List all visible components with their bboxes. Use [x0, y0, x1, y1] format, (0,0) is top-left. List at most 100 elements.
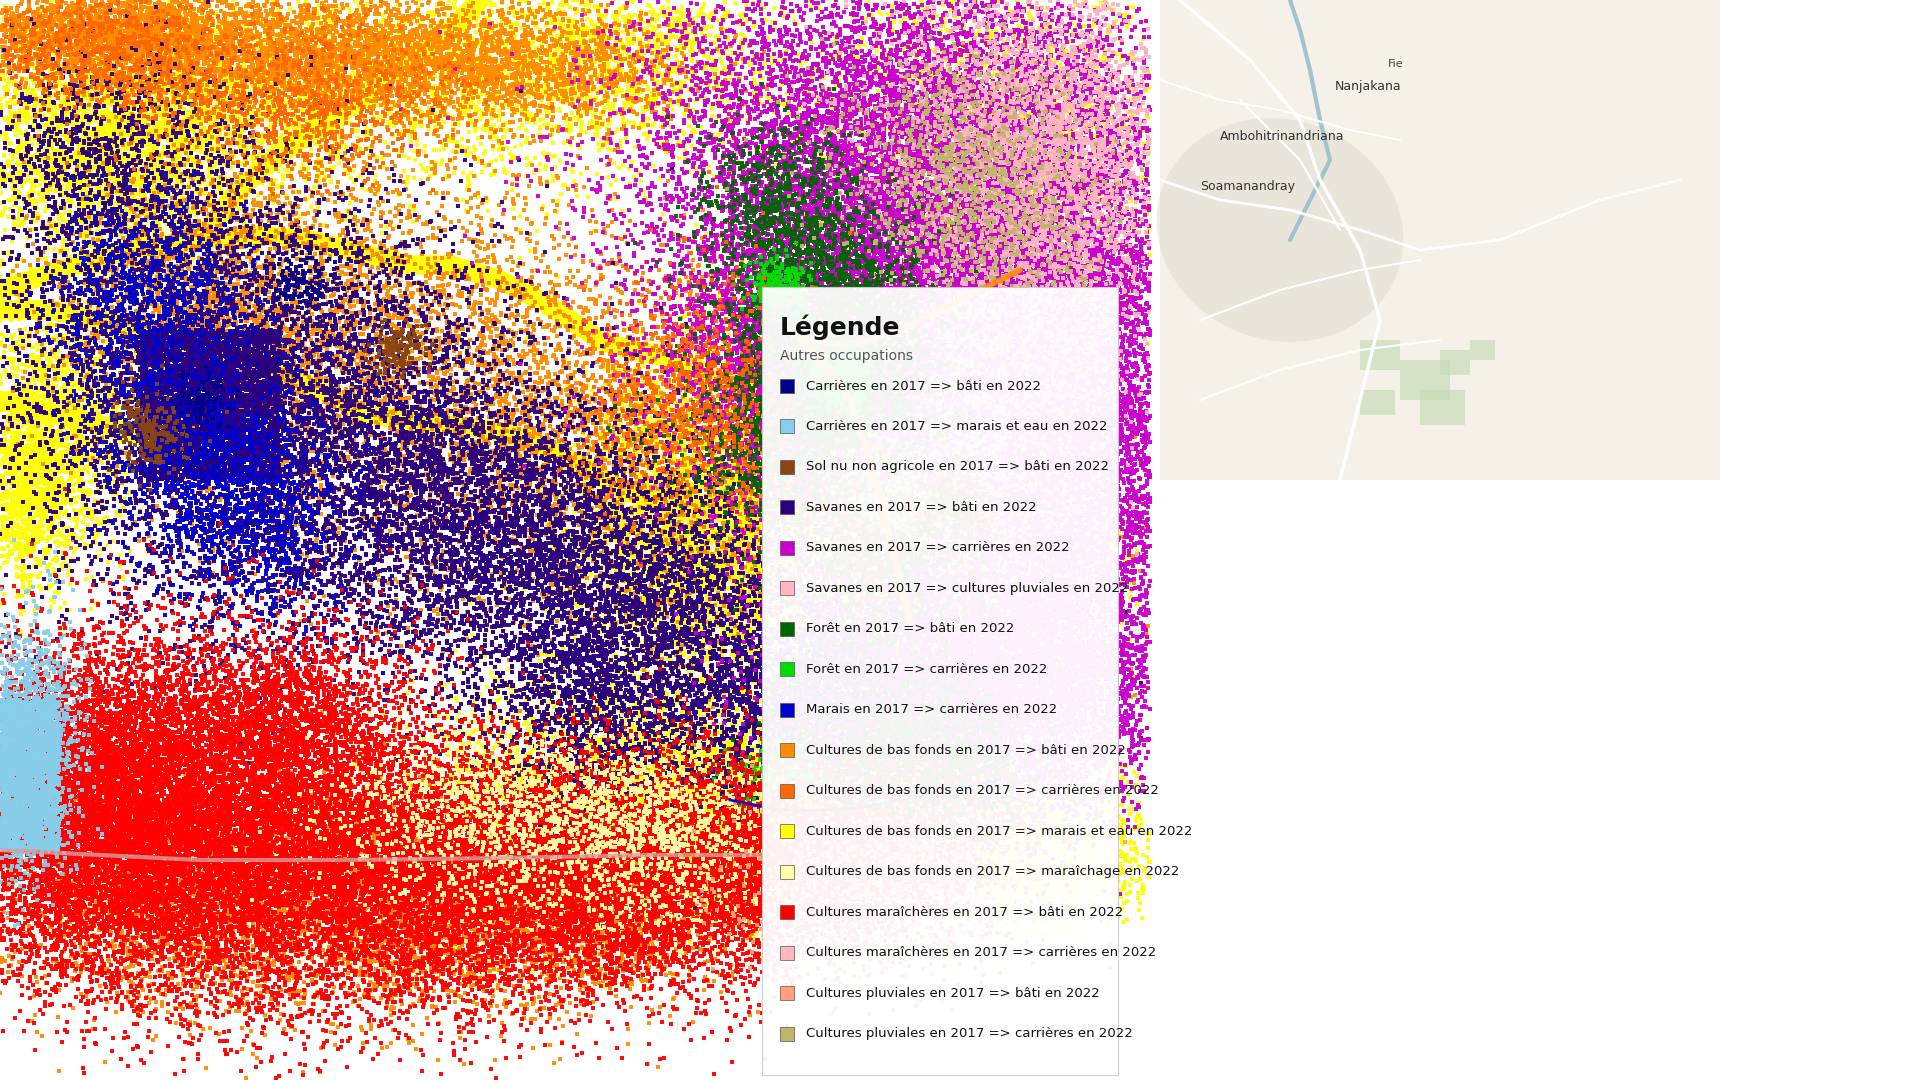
Point	[914, 145, 945, 162]
Point	[499, 25, 530, 42]
Point	[248, 414, 278, 431]
Point	[88, 18, 119, 36]
Point	[13, 42, 44, 59]
Point	[985, 157, 1016, 174]
Point	[144, 841, 175, 859]
Point	[2, 758, 33, 775]
Point	[102, 481, 132, 498]
Point	[701, 618, 732, 635]
Point	[48, 206, 79, 224]
Point	[0, 484, 31, 501]
Point	[870, 526, 900, 543]
Point	[876, 548, 906, 565]
Point	[937, 448, 968, 465]
Point	[935, 502, 966, 519]
Point	[211, 947, 242, 964]
Point	[551, 578, 582, 595]
Point	[758, 460, 789, 477]
Point	[609, 649, 639, 666]
Point	[499, 487, 530, 504]
Point	[92, 909, 123, 927]
Point	[868, 702, 899, 719]
Point	[766, 190, 797, 207]
Point	[111, 916, 142, 933]
Point	[979, 762, 1010, 780]
Point	[33, 700, 63, 717]
Point	[315, 52, 346, 69]
Point	[655, 321, 685, 338]
Point	[511, 577, 541, 594]
Point	[29, 1, 60, 18]
Point	[165, 536, 196, 553]
Point	[655, 156, 685, 173]
Point	[132, 388, 163, 405]
Point	[119, 170, 150, 187]
Point	[13, 737, 44, 754]
Point	[1052, 319, 1083, 336]
Point	[935, 545, 966, 563]
Point	[1025, 867, 1056, 885]
Point	[501, 1002, 532, 1020]
Point	[457, 894, 488, 912]
Point	[532, 793, 563, 810]
Point	[528, 891, 559, 908]
Point	[390, 855, 420, 873]
Point	[415, 270, 445, 287]
Point	[1031, 541, 1062, 558]
Point	[879, 836, 910, 853]
Point	[960, 751, 991, 768]
Point	[820, 551, 851, 568]
Point	[478, 81, 509, 98]
Point	[292, 783, 323, 800]
Point	[781, 186, 812, 203]
Point	[789, 491, 820, 509]
Point	[1014, 392, 1044, 409]
Point	[1041, 137, 1071, 154]
Point	[344, 767, 374, 784]
Point	[146, 153, 177, 171]
Point	[956, 105, 987, 122]
Point	[774, 136, 804, 153]
Point	[200, 349, 230, 366]
Point	[1077, 254, 1108, 271]
Point	[563, 1005, 593, 1023]
Point	[532, 700, 563, 717]
Point	[294, 515, 324, 532]
Point	[228, 375, 259, 392]
Point	[989, 495, 1020, 512]
Point	[735, 548, 766, 565]
Point	[284, 872, 315, 889]
Point	[1089, 496, 1119, 513]
Point	[106, 97, 136, 114]
Point	[793, 835, 824, 852]
Point	[843, 821, 874, 838]
Point	[977, 631, 1008, 648]
Point	[407, 878, 438, 895]
Point	[835, 813, 866, 831]
Point	[701, 795, 732, 812]
Point	[820, 325, 851, 342]
Point	[845, 772, 876, 789]
Point	[561, 823, 591, 840]
Point	[69, 252, 100, 269]
Point	[722, 757, 753, 774]
Point	[150, 356, 180, 374]
Point	[520, 980, 551, 997]
Point	[829, 387, 860, 404]
Point	[584, 494, 614, 511]
Point	[897, 192, 927, 210]
Point	[111, 831, 142, 848]
Point	[213, 400, 244, 417]
Point	[330, 908, 361, 926]
Point	[528, 498, 559, 515]
Point	[964, 305, 995, 322]
Point	[632, 877, 662, 894]
Point	[497, 40, 528, 57]
Point	[188, 640, 219, 658]
Point	[847, 528, 877, 545]
Point	[753, 41, 783, 58]
Point	[96, 723, 127, 740]
Point	[1112, 226, 1142, 243]
Point	[972, 646, 1002, 663]
Point	[1018, 411, 1048, 429]
